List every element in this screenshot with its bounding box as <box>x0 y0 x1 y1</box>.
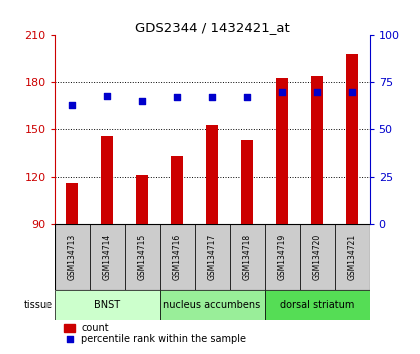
Text: BNST: BNST <box>94 300 120 310</box>
Bar <box>136 175 148 224</box>
Bar <box>230 224 265 291</box>
Text: count: count <box>81 323 109 333</box>
Bar <box>160 224 194 291</box>
Text: GSM134721: GSM134721 <box>348 234 357 280</box>
Point <box>349 89 355 95</box>
Bar <box>194 224 230 291</box>
Text: GSM134713: GSM134713 <box>68 234 76 280</box>
Bar <box>265 224 299 291</box>
Text: GSM134719: GSM134719 <box>278 234 286 280</box>
Bar <box>241 141 253 224</box>
Text: percentile rank within the sample: percentile rank within the sample <box>81 335 247 344</box>
Point <box>104 93 110 98</box>
Text: dorsal striatum: dorsal striatum <box>280 300 354 310</box>
Bar <box>346 54 358 224</box>
Bar <box>265 291 370 320</box>
Bar <box>311 76 323 224</box>
Bar <box>66 183 78 224</box>
Point <box>69 102 76 108</box>
Bar <box>276 78 288 224</box>
Text: GSM134718: GSM134718 <box>243 234 252 280</box>
Text: GSM134720: GSM134720 <box>312 234 322 280</box>
Text: tissue: tissue <box>24 300 53 310</box>
Point <box>174 95 181 100</box>
Text: GSM134716: GSM134716 <box>173 234 181 280</box>
Point <box>244 95 250 100</box>
Bar <box>125 224 160 291</box>
Bar <box>55 224 89 291</box>
Bar <box>335 224 370 291</box>
Text: GSM134714: GSM134714 <box>102 234 112 280</box>
Point <box>139 98 145 104</box>
Bar <box>171 156 183 224</box>
Point <box>66 337 73 342</box>
Point <box>279 89 286 95</box>
Bar <box>206 125 218 224</box>
Bar <box>64 324 75 332</box>
Bar <box>89 224 125 291</box>
Title: GDS2344 / 1432421_at: GDS2344 / 1432421_at <box>135 21 289 34</box>
Point <box>314 89 320 95</box>
Bar <box>55 291 160 320</box>
Text: GSM134715: GSM134715 <box>138 234 147 280</box>
Bar <box>101 136 113 224</box>
Bar <box>160 291 265 320</box>
Text: nucleus accumbens: nucleus accumbens <box>163 300 261 310</box>
Bar <box>299 224 335 291</box>
Point <box>209 95 215 100</box>
Text: GSM134717: GSM134717 <box>207 234 217 280</box>
